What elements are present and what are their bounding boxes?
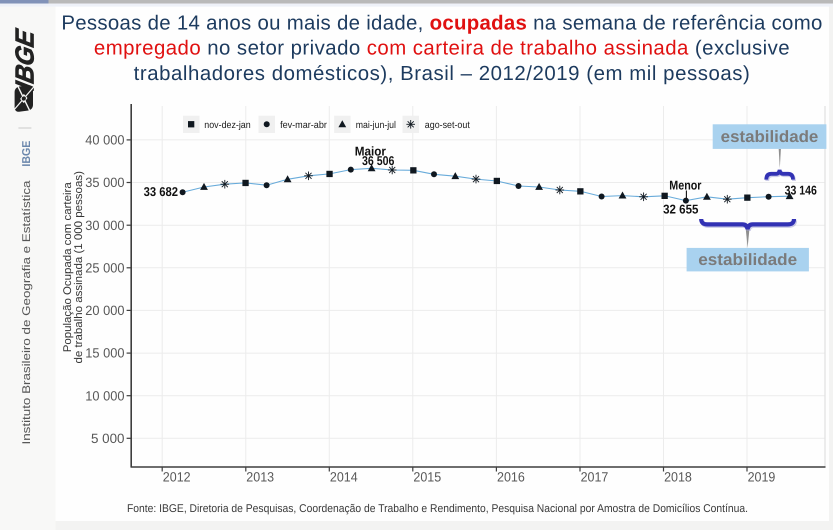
svg-text:25 000: 25 000 <box>85 260 124 275</box>
svg-text:nov-dez-jan: nov-dez-jan <box>204 120 250 131</box>
svg-text:empregado no setor privado com: empregado no setor privado com carteira … <box>94 38 790 60</box>
svg-text:Menor: Menor <box>669 177 701 192</box>
svg-text:2013: 2013 <box>246 470 274 485</box>
svg-text:mai-jun-jul: mai-jun-jul <box>356 120 396 131</box>
svg-text:Instituto Brasileiro de Geogra: Instituto Brasileiro de Geografia e Esta… <box>21 180 33 445</box>
svg-text:2016: 2016 <box>497 470 525 485</box>
svg-text:36 506: 36 506 <box>362 153 394 168</box>
svg-text:estabilidade: estabilidade <box>698 251 797 269</box>
svg-text:fev-mar-abr: fev-mar-abr <box>280 120 327 131</box>
svg-text:32 655: 32 655 <box>663 201 698 216</box>
svg-text:IBGE: IBGE <box>21 140 33 166</box>
svg-text:10 000: 10 000 <box>85 388 124 403</box>
svg-text:2019: 2019 <box>748 470 776 485</box>
svg-text:2018: 2018 <box>664 470 692 485</box>
svg-text:33 682: 33 682 <box>144 184 178 199</box>
svg-text:trabalhadores domésticos), Bra: trabalhadores domésticos), Brasil – 2012… <box>134 63 751 85</box>
svg-text:2012: 2012 <box>163 470 191 485</box>
svg-text:Pessoas de 14 anos ou mais de: Pessoas de 14 anos ou mais de idade, ocu… <box>61 13 822 35</box>
svg-text:População Ocupada com carteira: População Ocupada com carteira <box>62 182 74 353</box>
svg-text:2015: 2015 <box>413 470 441 485</box>
svg-text:Maior: Maior <box>355 144 386 159</box>
svg-text:15 000: 15 000 <box>85 346 124 361</box>
svg-text:30 000: 30 000 <box>85 218 124 233</box>
svg-text:2017: 2017 <box>581 470 609 485</box>
svg-text:5 000: 5 000 <box>91 431 125 446</box>
svg-text:2014: 2014 <box>330 470 358 485</box>
svg-text:ago-set-out: ago-set-out <box>425 120 470 131</box>
svg-text:Fonte: IBGE, Diretoria de Pesq: Fonte: IBGE, Diretoria de Pesquisas, Coo… <box>127 503 748 515</box>
svg-text:35 000: 35 000 <box>85 175 124 190</box>
svg-text:20 000: 20 000 <box>85 303 124 318</box>
svg-text:estabilidade: estabilidade <box>721 128 819 146</box>
svg-text:de trabalho assinada (1 000 pe: de trabalho assinada (1 000 pessoas) <box>73 171 85 364</box>
svg-text:40 000: 40 000 <box>85 133 124 148</box>
svg-text:IBGE: IBGE <box>10 26 40 92</box>
svg-text:33 146: 33 146 <box>785 183 817 198</box>
